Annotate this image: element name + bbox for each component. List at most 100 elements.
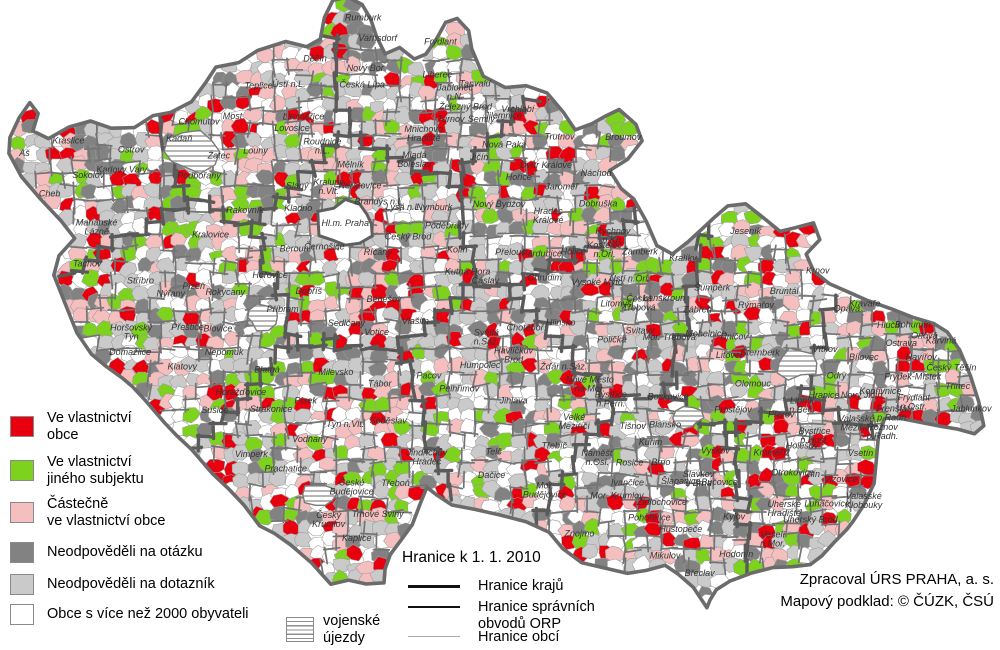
map-town-label: Tachov (73, 259, 102, 269)
map-town-label: Česká Lípa (339, 80, 385, 90)
legend-swatch-light-gray (10, 574, 34, 595)
map-town-label: Kyjov (723, 512, 746, 522)
map-town-label: Děčín (303, 54, 327, 64)
map-town-label: Litovel (716, 350, 743, 360)
map-town-label: Soběslav (370, 415, 408, 425)
map-town-label: Chrudim (528, 273, 563, 283)
map-town-label: Mnichovo Hradiště (404, 124, 443, 143)
map-town-label: Vodňany (292, 434, 328, 444)
map-town-label: Kuřim (639, 437, 663, 447)
legend-item-no-answer-question: Neodpověděli na otázku (10, 542, 203, 563)
map-town-label: Roudnice n.L. (303, 136, 341, 155)
map-town-label: Vítkov (812, 344, 838, 354)
map-town-label: Brno (651, 457, 670, 467)
map-town-label: Olomouc (735, 379, 772, 389)
map-town-label: Králíky (669, 253, 697, 263)
map-town-label: Žďár n.Sáz. (539, 362, 587, 372)
map-town-label: Rumburk (345, 13, 382, 23)
map-town-label: Votice (364, 327, 389, 337)
legend-swatch-pink (10, 502, 34, 523)
map-town-label: Říčany (364, 247, 393, 257)
map-town-label: Klatovy (168, 362, 198, 372)
map-town-label: Lipník n.Beč. (789, 396, 815, 415)
legend-item-region-boundary: Hranice krajů (408, 578, 563, 595)
map-town-label: Nové Město na Mor. (566, 374, 614, 393)
credits-line-2: Mapový podklad: © ČÚZK, ČSÚ (780, 593, 994, 610)
legend-item-municipality-boundary: Hranice obcí (408, 629, 559, 646)
map-town-label: Mladá Boleslav (397, 150, 432, 169)
map-town-label: Plzeň (183, 281, 206, 291)
map-town-label: Aš (18, 148, 30, 158)
legend-label: Neodpověděli na otázku (47, 544, 203, 561)
map-town-label: Uherské Hradiště (767, 499, 801, 518)
map-town-label: Jičín (469, 152, 489, 162)
map-town-label: Mariánské Lázně (76, 218, 118, 237)
map-town-label: Bučovice (701, 477, 738, 487)
map-town-label: Vizovice (824, 474, 857, 484)
map-town-label: Kostelec n.Orl. (587, 240, 622, 259)
map-town-label: Nymburk (416, 202, 453, 212)
legend-swatch-white (10, 604, 34, 625)
map-town-label: České Budějovice (330, 477, 374, 496)
map-town-label: Mikulov (650, 550, 681, 560)
map-town-label: Podbořany (177, 170, 221, 180)
map-town-label: Sušice (201, 405, 228, 415)
map-town-label: Třinec (945, 381, 971, 391)
legend-item-partially-owned: Částečně ve vlastnictví obce (10, 496, 165, 529)
thin-line-sample (408, 636, 460, 638)
legend-label: Hranice správních obvodů ORP (478, 599, 595, 632)
map-town-label: Beroun (280, 243, 309, 253)
legend-swatch-green (10, 460, 34, 481)
map-town-label: Náchod (581, 168, 613, 178)
map-town-label: Hustopeče (659, 524, 702, 534)
map-town-label: Rýmařov (738, 300, 775, 310)
map-town-label: Hodonín (719, 549, 753, 559)
map-town-label: Nýřany (157, 288, 186, 298)
legend-label: Neodpověděli na dotazník (47, 576, 215, 593)
map-town-label: Strakonice (250, 404, 293, 414)
boundaries-legend-title: Hranice k 1. 1. 2010 (402, 549, 541, 566)
country-border (7, 0, 986, 610)
map-town-label: Český Krumlov (312, 510, 346, 529)
map-town-label: Milevsko (318, 367, 353, 377)
kraj-borders (57, 33, 878, 578)
map-town-label: Vsetín (848, 448, 874, 458)
map-town-label: Rakovník (226, 205, 264, 215)
map-town-label: Tanvald (459, 78, 491, 88)
map-town-label: Dobruška (579, 198, 618, 208)
map-town-label: Jablonec n.N. (436, 82, 474, 101)
map-town-label: Frenštát p.Radh. (876, 403, 910, 422)
map-town-label: Příbram (267, 304, 300, 314)
map-town-label: Jindřichův Hradec (406, 447, 448, 466)
map-town-label: Ivančice (611, 477, 644, 487)
map-town-label: Valašské Klobouky (845, 491, 883, 510)
map-town-label: Bohumín (895, 319, 931, 329)
map-town-label: Holice (561, 247, 586, 257)
map-town-label: Broumov (605, 132, 642, 142)
map-town-label: Český Těšín (926, 362, 976, 372)
map-town-label: Dvůr Králové (520, 160, 572, 170)
map-town-label: Břeclav (685, 568, 716, 578)
map-town-label: Přelouč (495, 247, 526, 257)
map-town-label: Čáslav (472, 276, 500, 286)
map-town-label: Karlovy Vary (96, 164, 147, 174)
map-town-label: Prostějov (714, 405, 752, 415)
map-town-label: Hořovice (252, 270, 288, 280)
map-town-label: Chotěboř (507, 323, 545, 333)
map-town-label: Světlá n.Sáz. (474, 328, 500, 347)
map-town-label: Turnov (437, 114, 465, 124)
map-town-label: Kaplice (342, 533, 372, 543)
map-town-label: Rychnov n.Kn. (595, 226, 631, 245)
map-town-label: Blatná (254, 365, 280, 375)
map-town-label: Varnsdorf (358, 33, 398, 43)
map-town-label: Prachatice (265, 464, 308, 474)
map-town-label: Hranice (808, 390, 839, 400)
map-town-label: Tišnov (619, 421, 646, 431)
map-town-label: Mělník (337, 159, 364, 169)
map-town-label: Mohelnice (685, 329, 726, 339)
map-town-label: Mor. Budějovice (523, 481, 567, 500)
map-town-label: Uherský Brod (783, 515, 839, 525)
map-town-label: Odry (827, 370, 847, 380)
map-town-label: Hořice (506, 172, 532, 182)
